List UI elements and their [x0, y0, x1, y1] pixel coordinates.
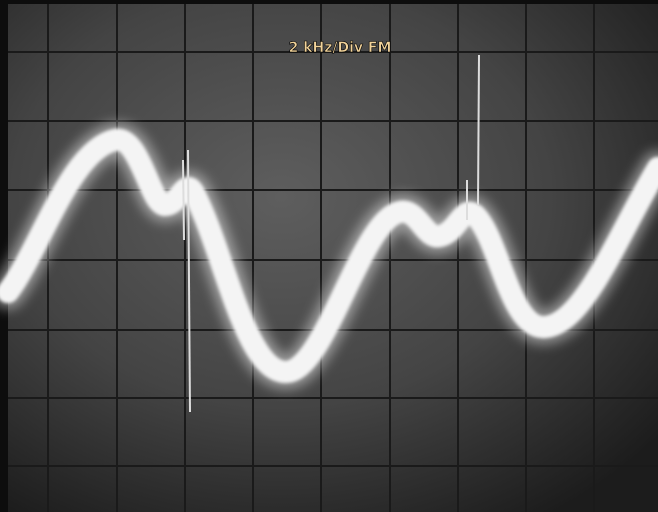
glitch-spikes — [182, 54, 480, 413]
screen-bg — [8, 4, 658, 512]
waveform — [0, 123, 658, 389]
screen-label: 2 kHz/Div FM — [289, 40, 392, 56]
